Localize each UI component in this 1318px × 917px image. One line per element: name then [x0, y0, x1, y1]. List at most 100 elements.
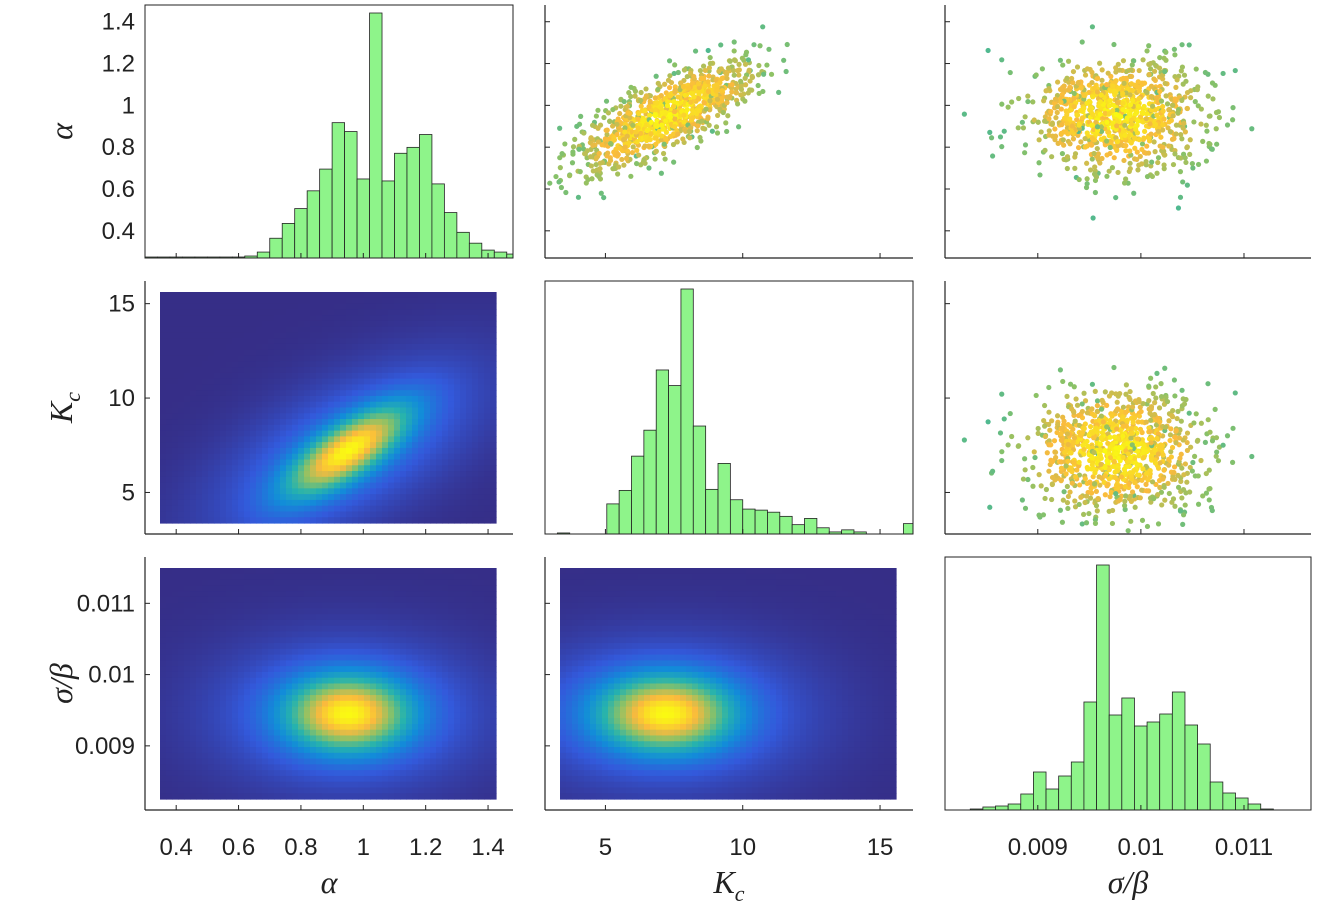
- density-cell: [460, 672, 467, 678]
- density-cell: [304, 585, 311, 591]
- density-cell: [352, 782, 359, 788]
- density-cell: [370, 506, 377, 512]
- density-cell: [442, 574, 449, 580]
- density-cell: [220, 304, 227, 310]
- density-cell: [238, 390, 245, 396]
- density-cell: [184, 511, 191, 517]
- density-cell: [572, 591, 579, 597]
- density-cell: [298, 626, 305, 632]
- density-cell: [602, 678, 609, 684]
- density-cell: [214, 454, 221, 460]
- density-cell: [490, 350, 497, 356]
- density-cell: [394, 764, 401, 770]
- density-cell: [178, 597, 185, 603]
- density-cell: [490, 597, 497, 603]
- density-cell: [226, 396, 233, 402]
- density-cell: [172, 585, 179, 591]
- density-cell: [244, 321, 251, 327]
- density-cell: [304, 747, 311, 753]
- hist-bar: [743, 509, 755, 534]
- density-cell: [238, 753, 245, 759]
- density-cell: [196, 465, 203, 471]
- density-cell: [388, 614, 395, 620]
- density-cell: [596, 787, 603, 793]
- density-cell: [478, 448, 485, 454]
- density-cell: [178, 408, 185, 414]
- density-cell: [232, 707, 239, 713]
- density-cell: [334, 367, 341, 373]
- density-cell: [244, 373, 251, 379]
- density-cell: [160, 626, 167, 632]
- density-cell: [280, 759, 287, 765]
- density-cell: [382, 396, 389, 402]
- density-cell: [466, 425, 473, 431]
- density-cell: [178, 390, 185, 396]
- density-cell: [316, 689, 323, 695]
- density-cell: [346, 580, 353, 586]
- density-cell: [478, 678, 485, 684]
- density-cell: [454, 408, 461, 414]
- density-cell: [340, 614, 347, 620]
- density-cell: [572, 787, 579, 793]
- density-cell: [328, 614, 335, 620]
- density-cell: [382, 787, 389, 793]
- density-cell: [442, 770, 449, 776]
- density-cell: [334, 431, 341, 437]
- density-cell: [382, 309, 389, 315]
- density-cell: [376, 332, 383, 338]
- density-cell: [566, 643, 573, 649]
- density-cell: [250, 356, 257, 362]
- density-cell: [566, 776, 573, 782]
- density-cell: [406, 419, 413, 425]
- density-cell: [590, 666, 597, 672]
- density-cell: [190, 344, 197, 350]
- density-cell: [280, 626, 287, 632]
- density-cell: [388, 776, 395, 782]
- density-cell: [572, 678, 579, 684]
- density-cell: [226, 701, 233, 707]
- density-cell: [370, 707, 377, 713]
- density-cell: [578, 735, 585, 741]
- density-cell: [232, 718, 239, 724]
- density-cell: [196, 730, 203, 736]
- density-cell: [346, 701, 353, 707]
- density-cell: [292, 373, 299, 379]
- density-cell: [166, 718, 173, 724]
- density-cell: [418, 782, 425, 788]
- density-cell: [316, 448, 323, 454]
- density-cell: [196, 494, 203, 500]
- density-cell: [406, 413, 413, 419]
- density-cell: [430, 649, 437, 655]
- density-cell: [448, 689, 455, 695]
- density-cell: [484, 695, 491, 701]
- density-cell: [202, 379, 209, 385]
- density-cell: [166, 770, 173, 776]
- density-cell: [262, 436, 269, 442]
- density-cell: [602, 707, 609, 713]
- density-cell: [430, 344, 437, 350]
- density-cell: [160, 735, 167, 741]
- density-cell: [310, 321, 317, 327]
- density-cell: [436, 379, 443, 385]
- density-cell: [196, 712, 203, 718]
- density-cell: [454, 488, 461, 494]
- density-cell: [590, 655, 597, 661]
- density-cell: [358, 419, 365, 425]
- density-cell: [334, 442, 341, 448]
- density-cell: [184, 298, 191, 304]
- density-cell: [232, 568, 239, 574]
- density-cell: [454, 500, 461, 506]
- density-cell: [250, 678, 257, 684]
- density-cell: [430, 718, 437, 724]
- density-cell: [352, 678, 359, 684]
- density-cell: [226, 712, 233, 718]
- density-cell: [490, 793, 497, 799]
- density-cell: [454, 304, 461, 310]
- density-cell: [364, 585, 371, 591]
- density-cell: [220, 309, 227, 315]
- density-cell: [274, 500, 281, 506]
- density-cell: [262, 672, 269, 678]
- density-cell: [454, 707, 461, 713]
- density-cell: [614, 701, 621, 707]
- density-cell: [202, 632, 209, 638]
